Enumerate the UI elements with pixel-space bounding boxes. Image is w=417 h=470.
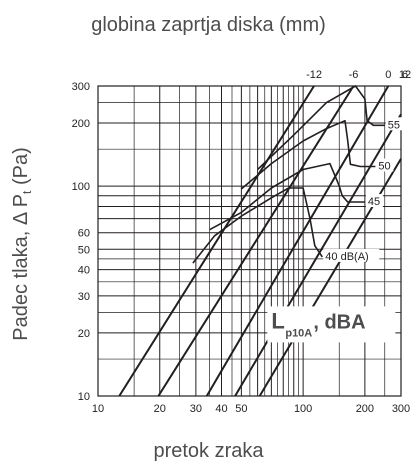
y-tick-label: 200 [72,118,90,130]
x-tick-label: 30 [190,403,202,415]
y-tick-label: 50 [78,244,90,256]
chart-top-title: globina zaprtja diska (mm) [91,14,326,36]
y-tick-label: 60 [78,228,90,240]
y-tick-label: 10 [78,391,90,403]
depth-line [234,113,402,397]
sound-label-rest: , dBA [313,311,365,333]
sound-label-bg [323,248,380,262]
sound-label-subscript: p10A [285,327,312,339]
grid [97,85,402,397]
sound-label: 50 [378,161,390,173]
plot-border [97,85,402,397]
sound-label-main: L [271,308,284,333]
sound-curve [240,119,376,190]
y-tick-label: 300 [72,81,90,93]
top-tick-labels: -12 -6 0 612 [306,69,411,81]
sound-label: 45 [368,196,380,208]
x-tick-labels: 10 20 30 40 50 100 200 300 [92,403,410,415]
y-tick-label: 100 [72,181,90,193]
top-tick-label: 0 [385,69,391,81]
y-tick-label: 30 [78,291,90,303]
y-tick-label: 20 [78,328,90,340]
x-tick-label: 300 [392,403,410,415]
top-tick-label: 6 [402,69,408,81]
sound-label-box [267,306,396,343]
depth-line [157,85,355,397]
x-tick-label: 20 [154,403,166,415]
x-tick-label: 40 [215,403,227,415]
sound-label-bg [376,158,394,172]
sound-curve [257,85,385,171]
depth-line [118,85,315,397]
y-tick-labels: 10 20 30 40 50 60 100 200 300 [72,81,90,403]
sound-curve [209,162,365,231]
x-tick-label: 50 [235,403,247,415]
top-tick-label: 12 [399,69,411,81]
sound-label-bg [385,117,403,131]
top-tick-label: -6 [349,69,359,81]
sound-label: 40 dB(A) [325,251,368,263]
y-tick-label: 40 [78,265,90,277]
plot-frame [97,85,402,397]
sound-label-bg [365,194,383,208]
x-tick-label: 200 [356,403,374,415]
top-tick-label: -12 [306,69,322,81]
depth-line [205,85,390,397]
depth-lines [118,85,402,397]
x-tick-label: 10 [92,403,104,415]
x-tick-label: 100 [294,403,312,415]
sound-level-labels: 40 dB(A) 45 50 55 [323,117,403,263]
x-axis-title: pretok zraka [153,440,264,462]
sound-label: 55 [388,119,400,131]
